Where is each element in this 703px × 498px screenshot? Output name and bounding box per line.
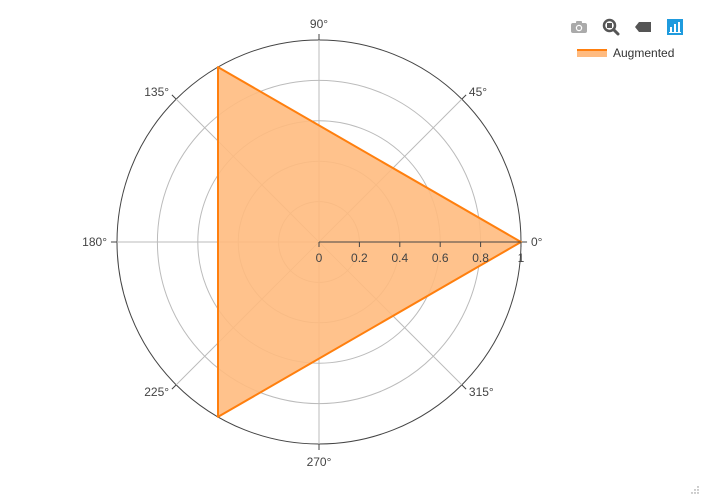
angular-tick-135	[171, 94, 177, 100]
angular-tick-225	[171, 384, 177, 390]
resize-handle-icon[interactable]	[691, 486, 699, 494]
legend[interactable]: Augmented	[577, 46, 674, 60]
legend-label: Augmented	[613, 46, 675, 60]
angular-tick-label-0: 0°	[531, 235, 543, 249]
radial-tick-label-2: 0.4	[391, 251, 408, 265]
radial-tick-label-0: 0	[316, 251, 323, 265]
legend-swatch	[577, 49, 607, 57]
angular-tick-label-90: 90°	[310, 17, 328, 31]
radial-tick-label-3: 0.6	[432, 251, 449, 265]
zoom-icon[interactable]	[600, 16, 622, 38]
angular-tick-label-225: 225°	[144, 385, 169, 399]
radial-axis: 0 0.2 0.4 0.6 0.8 1	[316, 241, 525, 265]
radial-tick-label-5: 1	[518, 251, 525, 265]
bar-chart-icon[interactable]	[664, 16, 686, 38]
angular-tick-label-135: 135°	[144, 85, 169, 99]
modebar	[568, 16, 696, 38]
angular-tick-315	[461, 384, 467, 390]
angular-tick-label-45: 45°	[469, 85, 487, 99]
radial-tick-label-4: 0.8	[472, 251, 489, 265]
angular-tick-45	[461, 94, 467, 100]
radial-tick-label-1: 0.2	[351, 251, 368, 265]
angular-tick-label-315: 315°	[469, 385, 494, 399]
camera-icon[interactable]	[568, 16, 590, 38]
angular-tick-label-270: 270°	[307, 455, 332, 469]
angular-axis: 0° 45° 90° 135° 180° 225° 270° 315°	[82, 17, 543, 469]
eraser-icon[interactable]	[632, 16, 654, 38]
angular-tick-label-180: 180°	[82, 235, 107, 249]
